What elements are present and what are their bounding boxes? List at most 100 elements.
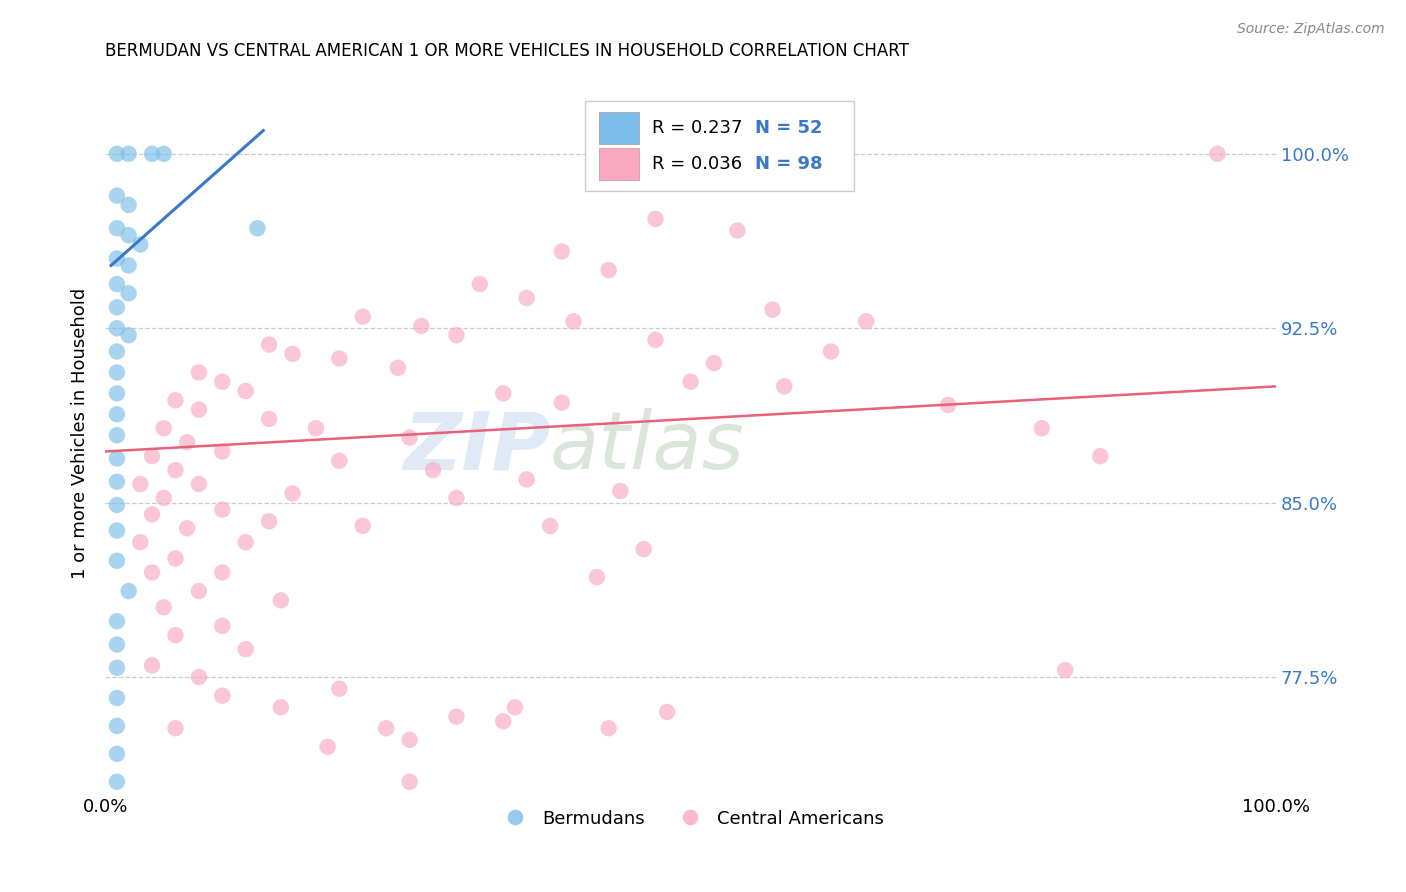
Point	[398, 431, 420, 445]
Point	[176, 521, 198, 535]
Point	[165, 463, 187, 477]
Point	[679, 375, 702, 389]
Point	[105, 661, 128, 675]
Text: Source: ZipAtlas.com: Source: ZipAtlas.com	[1237, 22, 1385, 37]
Point	[516, 291, 538, 305]
Text: BERMUDAN VS CENTRAL AMERICAN 1 OR MORE VEHICLES IN HOUSEHOLD CORRELATION CHART: BERMUDAN VS CENTRAL AMERICAN 1 OR MORE V…	[105, 42, 910, 60]
Point	[257, 337, 280, 351]
Point	[105, 146, 128, 161]
Point	[187, 477, 209, 491]
Point	[398, 732, 420, 747]
Point	[141, 508, 163, 522]
Point	[657, 705, 679, 719]
Text: N = 98: N = 98	[755, 155, 823, 173]
Point	[211, 375, 233, 389]
Point	[117, 328, 139, 343]
Point	[141, 146, 163, 161]
Point	[538, 519, 561, 533]
Point	[105, 386, 128, 401]
Point	[105, 498, 128, 512]
Point	[936, 398, 959, 412]
Point	[446, 328, 468, 343]
Point	[152, 146, 174, 161]
Y-axis label: 1 or more Vehicles in Household: 1 or more Vehicles in Household	[72, 287, 89, 579]
Point	[165, 721, 187, 735]
Point	[105, 252, 128, 266]
Point	[235, 535, 257, 549]
Point	[105, 277, 128, 291]
Point	[176, 435, 198, 450]
Point	[257, 514, 280, 528]
Point	[305, 421, 328, 435]
Point	[375, 721, 398, 735]
Point	[562, 314, 585, 328]
Point	[117, 286, 139, 301]
Point	[105, 614, 128, 628]
Text: ZIP: ZIP	[402, 409, 550, 486]
FancyBboxPatch shape	[599, 112, 640, 144]
Point	[468, 277, 491, 291]
Point	[105, 366, 128, 380]
Legend: Bermudans, Central Americans: Bermudans, Central Americans	[489, 802, 891, 835]
Point	[1090, 449, 1112, 463]
Point	[105, 344, 128, 359]
Text: R = 0.237: R = 0.237	[652, 119, 742, 137]
Point	[503, 700, 526, 714]
Point	[609, 816, 631, 830]
Point	[270, 700, 292, 714]
Point	[352, 519, 374, 533]
Text: R = 0.036: R = 0.036	[652, 155, 742, 173]
Point	[105, 719, 128, 733]
Point	[152, 421, 174, 435]
Point	[316, 739, 339, 754]
Point	[152, 600, 174, 615]
FancyBboxPatch shape	[585, 102, 855, 192]
Point	[129, 237, 152, 252]
Point	[105, 301, 128, 315]
Point	[257, 412, 280, 426]
Point	[328, 681, 350, 696]
Point	[246, 221, 269, 235]
Point	[703, 356, 725, 370]
Point	[598, 263, 620, 277]
Point	[187, 670, 209, 684]
Point	[725, 223, 748, 237]
Point	[141, 449, 163, 463]
Point	[235, 642, 257, 657]
Point	[117, 146, 139, 161]
Point	[105, 554, 128, 568]
Point	[141, 658, 163, 673]
Point	[538, 797, 561, 812]
Point	[352, 310, 374, 324]
Point	[633, 542, 655, 557]
Point	[422, 463, 444, 477]
Point	[105, 747, 128, 761]
Text: atlas: atlas	[550, 409, 745, 486]
Point	[281, 486, 304, 500]
Point	[105, 428, 128, 442]
Point	[446, 709, 468, 723]
Point	[105, 407, 128, 421]
FancyBboxPatch shape	[599, 148, 640, 180]
Point	[187, 402, 209, 417]
Point	[105, 774, 128, 789]
Point	[270, 593, 292, 607]
Point	[141, 566, 163, 580]
Point	[105, 321, 128, 335]
Point	[129, 535, 152, 549]
Point	[165, 628, 187, 642]
Point	[773, 379, 796, 393]
Point	[398, 774, 420, 789]
Point	[117, 228, 139, 243]
Point	[446, 491, 468, 505]
Point	[152, 491, 174, 505]
Text: N = 52: N = 52	[755, 119, 823, 137]
Point	[105, 451, 128, 466]
Point	[211, 566, 233, 580]
Point	[644, 333, 666, 347]
Point	[328, 351, 350, 366]
Point	[761, 302, 783, 317]
Point	[281, 347, 304, 361]
Point	[105, 524, 128, 538]
Point	[1054, 663, 1077, 677]
